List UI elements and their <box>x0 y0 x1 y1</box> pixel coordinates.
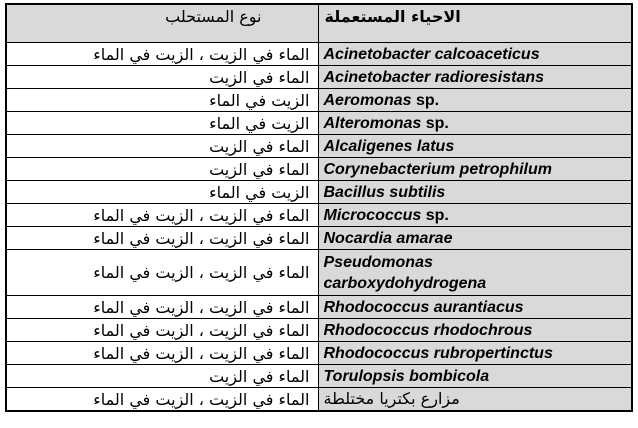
table-row: الزيت في الماء Bacillus subtilis <box>5 180 633 204</box>
organism-latin-name: Aeromonas <box>323 91 412 109</box>
table-row: الماء في الزيت Torulopsis bombicola <box>5 364 633 388</box>
organism-latin-name: Acinetobacter radioresistans <box>323 68 545 86</box>
table-row: الماء في الزيت Corynebacterium petrophil… <box>5 157 633 181</box>
emulsion-type-cell: الماء في الزيت ، الزيت في الماء <box>5 387 319 412</box>
table-row: الماء في الزيت Acinetobacter radioresist… <box>5 65 633 89</box>
emulsion-type-cell: الماء في الزيت <box>5 157 319 181</box>
organism-name-cell: Corynebacterium petrophilum <box>317 157 633 181</box>
organism-name-cell: مزارع بكتريا مختلطة <box>317 387 633 412</box>
organism-name-cell: Pseudomonas carboxydohydrogena <box>317 249 633 296</box>
emulsion-type-cell: الزيت في الماء <box>5 111 319 135</box>
table-header-row: نوع المستحلب الاحياء المستعملة <box>5 3 633 43</box>
emulsion-type-cell: الماء في الزيت ، الزيت في الماء <box>5 226 319 250</box>
emulsion-type-cell: الزيت في الماء <box>5 180 319 204</box>
organism-species-abbrev: sp. <box>411 91 440 109</box>
emulsion-type-cell: الماء في الزيت ، الزيت في الماء <box>5 203 319 227</box>
emulsion-type-cell: الزيت في الماء <box>5 88 319 112</box>
emulsion-type-cell: الماء في الزيت ، الزيت في الماء <box>5 295 319 319</box>
table-row: الماء في الزيت ، الزيت في الماء Rhodococ… <box>5 341 633 365</box>
organism-name-cell: Acinetobacter radioresistans <box>317 65 633 89</box>
organism-name-cell: Nocardia amarae <box>317 226 633 250</box>
table-row: الماء في الزيت ، الزيت في الماء Rhodococ… <box>5 318 633 342</box>
header-organisms-used: الاحياء المستعملة <box>317 3 633 43</box>
organism-latin-name: Rhodococcus aurantiacus <box>323 298 524 316</box>
emulsion-type-cell: الماء في الزيت ، الزيت في الماء <box>5 341 319 365</box>
organism-name-cell: Aeromonas sp. <box>317 88 633 112</box>
organism-name-cell: Rhodococcus aurantiacus <box>317 295 633 319</box>
emulsion-type-cell: الماء في الزيت ، الزيت في الماء <box>5 42 319 66</box>
table-row: الزيت في الماء Aeromonas sp. <box>5 88 633 112</box>
organism-name-cell: Rhodococcus rhodochrous <box>317 318 633 342</box>
emulsion-type-cell: الماء في الزيت <box>5 364 319 388</box>
organism-latin-name: Nocardia amarae <box>323 229 453 247</box>
organism-latin-name: Torulopsis bombicola <box>323 367 490 385</box>
organism-latin-name: Alteromonas <box>323 114 422 132</box>
organism-arabic-name: مزارع بكتريا مختلطة <box>323 388 460 408</box>
table-row: الماء في الزيت ، الزيت في الماء Micrococ… <box>5 203 633 227</box>
header-emulsion-type: نوع المستحلب <box>5 3 319 43</box>
organism-latin-name: Alcaligenes latus <box>323 137 455 155</box>
table-row: الزيت في الماء Alteromonas sp. <box>5 111 633 135</box>
table-row: الماء في الزيت ، الزيت في الماء Rhodococ… <box>5 295 633 319</box>
emulsion-type-cell: الماء في الزيت ، الزيت في الماء <box>5 249 319 296</box>
organism-name-cell: Acinetobacter calcoaceticus <box>317 42 633 66</box>
organism-species-abbrev: sp. <box>421 206 449 224</box>
table-row: الماء في الزيت ، الزيت في الماء Nocardia… <box>5 226 633 250</box>
organism-species-abbrev: sp. <box>421 114 449 132</box>
organism-latin-name: Rhodococcus rhodochrous <box>323 321 533 339</box>
emulsion-type-cell: الماء في الزيت <box>5 134 319 158</box>
organism-name-cell: Bacillus subtilis <box>317 180 633 204</box>
organism-latin-name: Acinetobacter calcoaceticus <box>323 45 540 63</box>
table-body: نوع المستحلب الاحياء المستعملة الماء في … <box>5 3 633 412</box>
organism-name-cell: Alcaligenes latus <box>317 134 633 158</box>
table-row: الماء في الزيت ، الزيت في الماء مزارع بك… <box>5 387 633 412</box>
organism-latin-name: Bacillus subtilis <box>323 183 446 201</box>
emulsion-type-cell: الماء في الزيت <box>5 65 319 89</box>
organism-name-cell: Alteromonas sp. <box>317 111 633 135</box>
organism-latin-name: Corynebacterium petrophilum <box>323 160 552 178</box>
table-row: الماء في الزيت ، الزيت في الماء Pseudomo… <box>5 249 633 296</box>
organism-name-cell: Torulopsis bombicola <box>317 364 633 388</box>
table-row: الماء في الزيت Alcaligenes latus <box>5 134 633 158</box>
organism-name-cell: Micrococcus sp. <box>317 203 633 227</box>
organism-latin-name: Micrococcus <box>323 206 422 224</box>
organism-latin-name: Pseudomonas carboxydohydrogena <box>323 253 487 292</box>
organism-name-cell: Rhodococcus rubropertinctus <box>317 341 633 365</box>
table-row: الماء في الزيت ، الزيت في الماء Acinetob… <box>5 42 633 66</box>
organism-latin-name: Rhodococcus rubropertinctus <box>323 344 553 362</box>
organisms-emulsion-table: نوع المستحلب الاحياء المستعملة الماء في … <box>5 3 633 412</box>
emulsion-type-cell: الماء في الزيت ، الزيت في الماء <box>5 318 319 342</box>
